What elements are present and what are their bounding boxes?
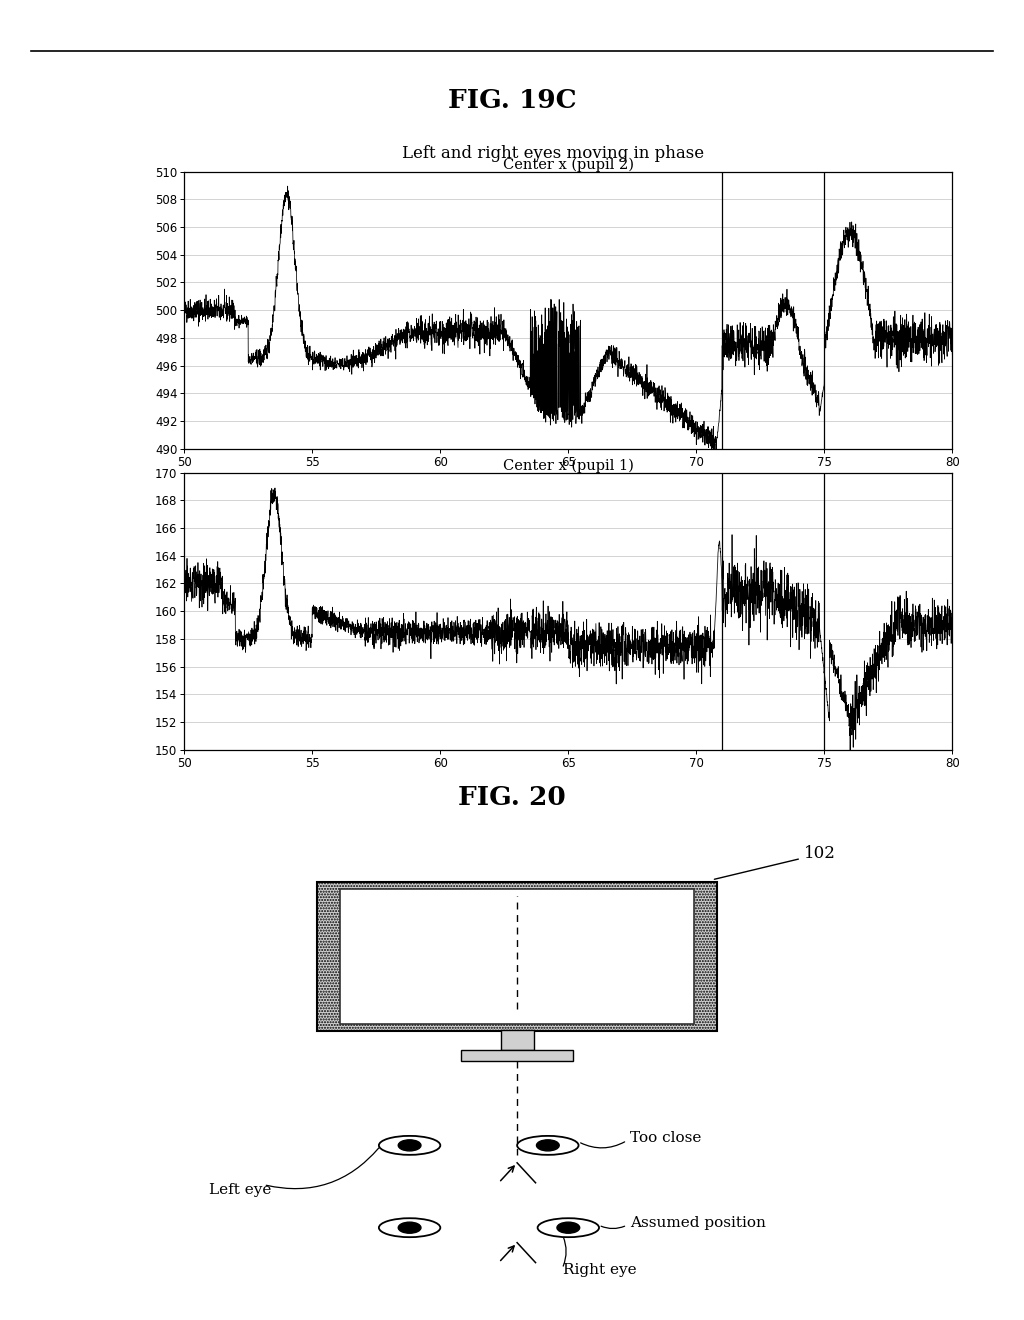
- Ellipse shape: [538, 1218, 599, 1237]
- Ellipse shape: [517, 1137, 579, 1155]
- Text: Left eye: Left eye: [210, 1183, 271, 1197]
- Text: 102: 102: [715, 846, 836, 879]
- Bar: [501, 1030, 534, 1049]
- FancyBboxPatch shape: [317, 882, 717, 1031]
- Text: Too close: Too close: [630, 1131, 701, 1144]
- Title: Center x (pupil 1): Center x (pupil 1): [503, 458, 634, 473]
- Circle shape: [537, 1140, 559, 1151]
- Circle shape: [398, 1222, 421, 1233]
- Title: Center x (pupil 2): Center x (pupil 2): [503, 157, 634, 172]
- Text: Right eye: Right eye: [563, 1263, 637, 1278]
- Text: Left and right eyes moving in phase: Left and right eyes moving in phase: [401, 145, 705, 161]
- Ellipse shape: [379, 1137, 440, 1155]
- Circle shape: [398, 1140, 421, 1151]
- Text: FIG. 19C: FIG. 19C: [447, 87, 577, 112]
- FancyBboxPatch shape: [340, 888, 694, 1024]
- Circle shape: [557, 1222, 580, 1233]
- Text: Assumed position: Assumed position: [630, 1216, 766, 1230]
- FancyBboxPatch shape: [461, 1049, 573, 1060]
- Ellipse shape: [379, 1218, 440, 1237]
- Text: FIG. 20: FIG. 20: [458, 785, 566, 809]
